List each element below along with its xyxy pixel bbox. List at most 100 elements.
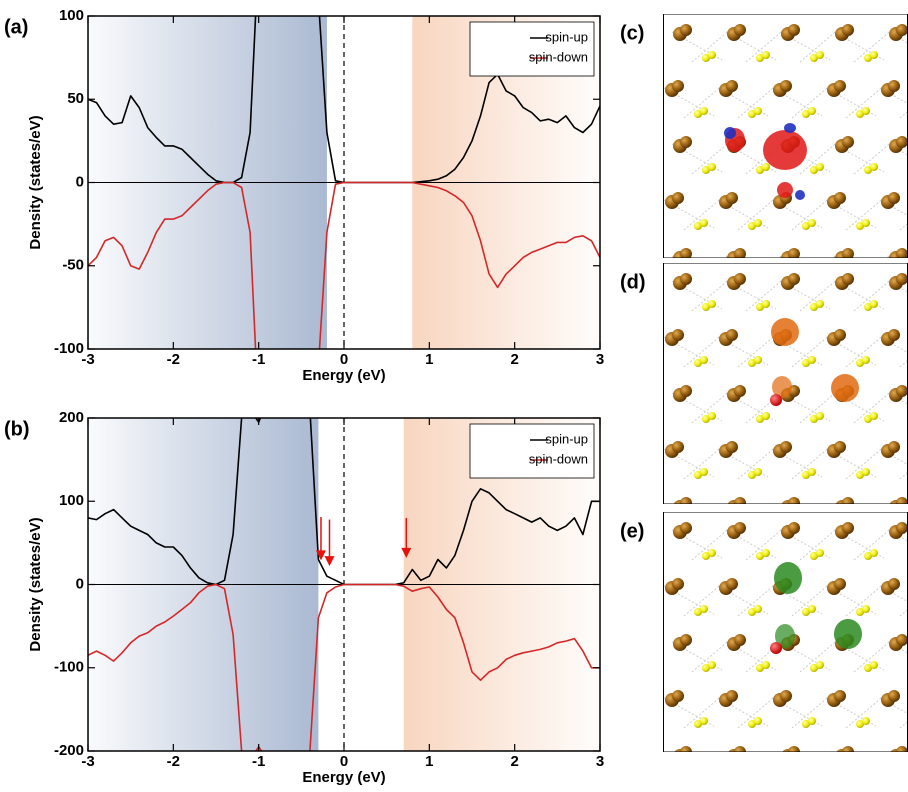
y-tick-label: -50 <box>62 257 84 274</box>
atom-s <box>700 219 708 227</box>
atom-fe <box>734 385 746 397</box>
structure-panel <box>663 512 908 784</box>
atom-s <box>754 468 762 476</box>
bond <box>854 750 894 784</box>
isosurface <box>795 190 805 200</box>
atom-fe <box>896 385 908 397</box>
atom-fe <box>726 441 738 453</box>
atom-s <box>756 776 764 784</box>
y-tick-label: -100 <box>54 340 84 357</box>
bond <box>726 754 776 782</box>
atom-fe <box>672 441 684 453</box>
panel-label: (e) <box>620 520 644 542</box>
atom-s <box>708 163 716 171</box>
atom-s <box>708 549 716 557</box>
atom-fe <box>734 634 746 646</box>
atom-s <box>808 356 816 364</box>
isosurface <box>777 182 793 198</box>
isosurface <box>763 130 807 170</box>
atom-fe <box>896 248 908 260</box>
bond <box>834 754 884 782</box>
y-axis-label: Density (states/eV) <box>27 517 44 651</box>
atom-fe <box>896 24 908 36</box>
atom-fe <box>672 578 684 590</box>
atom-fe <box>680 522 692 534</box>
atom-fe <box>888 441 900 453</box>
structure-panels <box>663 14 908 784</box>
panel-label: (c) <box>620 22 644 44</box>
y-tick-label: 0 <box>76 575 84 592</box>
atom-s <box>816 773 824 781</box>
atom-s <box>870 300 878 308</box>
atom-fe <box>780 441 792 453</box>
atom-fe <box>726 690 738 702</box>
atom-s <box>754 107 762 115</box>
x-tick-label: -2 <box>167 753 180 770</box>
atom-s <box>808 605 816 613</box>
structure-panel <box>663 263 908 535</box>
atom-s <box>816 51 824 59</box>
atom-s <box>702 776 710 784</box>
atom-s <box>816 163 824 171</box>
atom-s <box>862 605 870 613</box>
atom-s <box>816 549 824 557</box>
atom-fe <box>834 80 846 92</box>
atom-s <box>762 549 770 557</box>
x-tick-label: -1 <box>252 351 265 368</box>
bond <box>672 754 722 782</box>
atom-fe <box>726 578 738 590</box>
atom-s <box>762 661 770 669</box>
atom-s <box>754 605 762 613</box>
isosurface <box>784 123 796 133</box>
atom-fe <box>888 690 900 702</box>
atom-s <box>870 773 878 781</box>
y-tick-label: 100 <box>59 7 84 24</box>
x-tick-label: -2 <box>167 351 180 368</box>
legend-label: spin-up <box>545 29 588 44</box>
atom-fe <box>888 578 900 590</box>
legend-label: spin-down <box>529 49 588 64</box>
atom-s <box>808 219 816 227</box>
atom-fe <box>726 80 738 92</box>
atom-fe <box>896 273 908 285</box>
atom-fe <box>834 690 846 702</box>
panel-label: (a) <box>4 16 28 38</box>
atom-fe <box>788 497 800 509</box>
atom-s <box>808 107 816 115</box>
bond <box>780 754 830 782</box>
atom-s <box>700 107 708 115</box>
legend-label: spin-down <box>529 451 588 466</box>
atom-o <box>770 642 782 654</box>
atom-fe <box>680 385 692 397</box>
atom-fe <box>842 136 854 148</box>
atom-fe <box>726 329 738 341</box>
atom-fe <box>896 497 908 509</box>
atom-fe <box>788 273 800 285</box>
panel-label: (b) <box>4 418 30 440</box>
atom-s <box>708 300 716 308</box>
panel-label: (d) <box>620 271 646 293</box>
atom-s <box>762 163 770 171</box>
atom-fe <box>834 578 846 590</box>
atom-s <box>862 219 870 227</box>
atom-s <box>816 412 824 420</box>
atom-fe <box>842 497 854 509</box>
x-tick-label: -3 <box>81 753 94 770</box>
atom-fe <box>734 248 746 260</box>
x-tick-label: 3 <box>596 351 604 368</box>
atom-fe <box>896 136 908 148</box>
isosurface <box>724 127 736 139</box>
atom-s <box>862 356 870 364</box>
atom-s <box>762 51 770 59</box>
atom-fe <box>788 24 800 36</box>
atom-s <box>816 300 824 308</box>
atom-s <box>870 549 878 557</box>
atom-s <box>754 219 762 227</box>
isosurface <box>831 374 859 402</box>
y-tick-label: 100 <box>59 492 84 509</box>
atom-fe <box>734 273 746 285</box>
figure: -100-50050100-3-2-10123Energy (eV)Densit… <box>0 0 908 792</box>
atom-fe <box>672 80 684 92</box>
atom-fe <box>842 522 854 534</box>
atom-fe <box>680 634 692 646</box>
